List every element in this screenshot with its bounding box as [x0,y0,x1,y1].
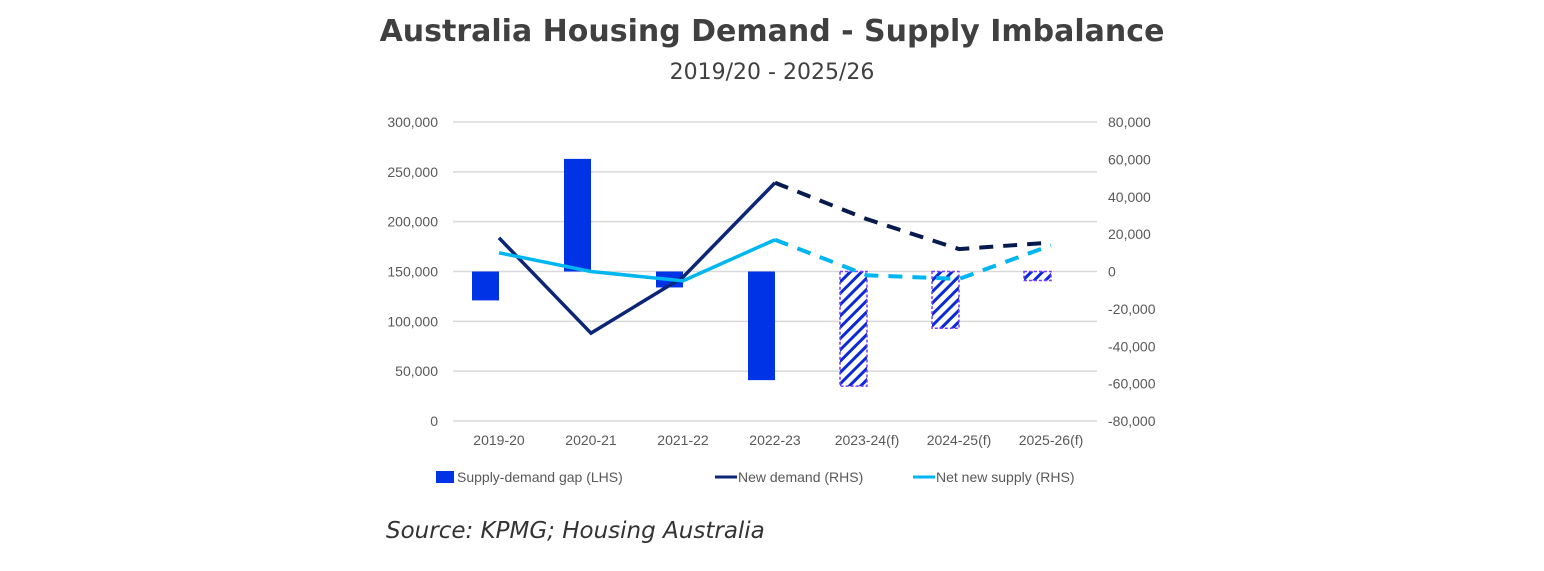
y-right-tick-label: -60,000 [1108,376,1156,392]
legend-label: New demand (RHS) [738,469,863,485]
y-left-tick-label: 50,000 [395,363,438,379]
y-right-tick-label: 40,000 [1108,189,1151,205]
chart-subtitle: 2019/20 - 2025/26 [669,60,875,85]
bar [839,270,868,387]
y-left-tick-label: 100,000 [387,313,438,329]
line-1-actual [497,181,777,336]
y-left-tick-label: 300,000 [387,114,438,130]
x-tick-label: 2021-22 [657,432,709,448]
bar [931,270,960,330]
y-right-tick-label: 0 [1108,264,1116,280]
bar [472,271,499,301]
y-right-tick-label: 20,000 [1108,226,1151,242]
legend-label: Supply-demand gap (LHS) [457,469,623,485]
chart-title: Australia Housing Demand - Supply Imbala… [379,14,1165,49]
y-right-tick-label: 60,000 [1108,151,1151,167]
x-tick-label: 2019-20 [473,432,525,448]
y-right-tick-label: -20,000 [1108,301,1156,317]
x-tick-label: 2024-25(f) [927,432,992,448]
legend-swatch [436,471,454,483]
legend-label: Net new supply (RHS) [936,469,1075,485]
y-left-tick-label: 200,000 [387,214,438,230]
bar [1023,270,1052,282]
y-right-tick-label: -40,000 [1108,338,1156,354]
bar [748,271,775,381]
source-note: Source: KPMG; Housing Australia [386,518,765,544]
y-left-tick-label: 0 [430,413,438,429]
y-left-tick-label: 250,000 [387,164,438,180]
line-2-actual [498,238,776,283]
y-right-tick-label: -80,000 [1108,413,1156,429]
x-tick-label: 2025-26(f) [1019,432,1084,448]
line-1-forecast [774,180,1052,252]
y-right-tick-label: 80,000 [1108,114,1151,130]
bar [564,158,591,272]
x-tick-label: 2023-24(f) [835,432,900,448]
y-left-tick-label: 150,000 [387,264,438,280]
x-tick-label: 2022-23 [749,432,801,448]
x-tick-label: 2020-21 [565,432,617,448]
line-2-forecast [774,237,1052,281]
